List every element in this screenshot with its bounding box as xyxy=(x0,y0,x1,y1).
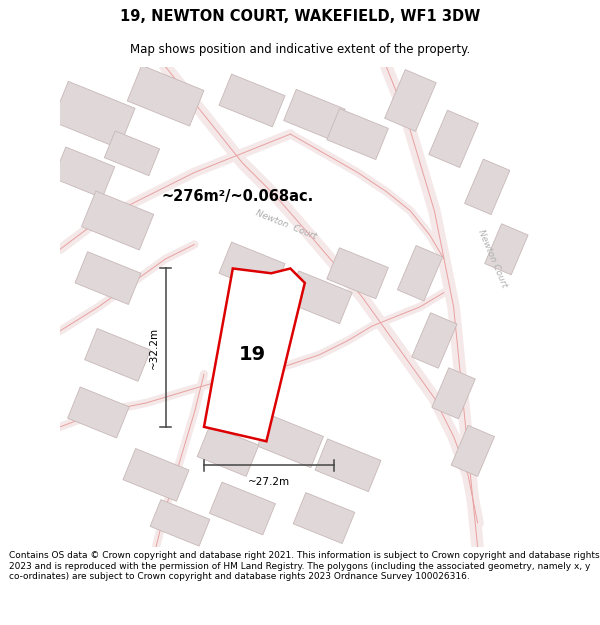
Polygon shape xyxy=(327,248,388,299)
Polygon shape xyxy=(204,269,305,441)
Text: ~27.2m: ~27.2m xyxy=(248,478,290,488)
Polygon shape xyxy=(123,449,189,501)
Polygon shape xyxy=(429,110,478,168)
Polygon shape xyxy=(451,426,494,476)
Polygon shape xyxy=(397,246,443,301)
Polygon shape xyxy=(75,252,141,304)
Polygon shape xyxy=(485,224,528,275)
Polygon shape xyxy=(52,81,135,148)
Polygon shape xyxy=(219,74,285,127)
Polygon shape xyxy=(257,415,323,468)
Polygon shape xyxy=(209,482,275,535)
Polygon shape xyxy=(293,492,355,544)
Polygon shape xyxy=(385,69,436,131)
Polygon shape xyxy=(85,329,151,381)
Polygon shape xyxy=(104,131,160,176)
Polygon shape xyxy=(432,368,475,419)
Text: Newton Court: Newton Court xyxy=(476,229,508,289)
Polygon shape xyxy=(150,499,210,546)
Polygon shape xyxy=(464,159,510,214)
Polygon shape xyxy=(127,65,204,126)
Polygon shape xyxy=(412,312,457,368)
Polygon shape xyxy=(315,439,381,492)
Polygon shape xyxy=(219,242,285,295)
Polygon shape xyxy=(327,109,388,159)
Polygon shape xyxy=(53,147,115,198)
Polygon shape xyxy=(284,89,345,141)
Polygon shape xyxy=(197,426,259,476)
Text: ~276m²/~0.068ac.: ~276m²/~0.068ac. xyxy=(161,189,314,204)
Text: ~32.2m: ~32.2m xyxy=(148,327,158,369)
Text: Newton  Court: Newton Court xyxy=(254,209,317,242)
Polygon shape xyxy=(68,387,129,438)
Polygon shape xyxy=(82,191,154,250)
Text: Contains OS data © Crown copyright and database right 2021. This information is : Contains OS data © Crown copyright and d… xyxy=(9,551,599,581)
Text: Map shows position and indicative extent of the property.: Map shows position and indicative extent… xyxy=(130,42,470,56)
Text: 19, NEWTON COURT, WAKEFIELD, WF1 3DW: 19, NEWTON COURT, WAKEFIELD, WF1 3DW xyxy=(120,9,480,24)
Polygon shape xyxy=(286,271,352,324)
Text: 19: 19 xyxy=(238,346,266,364)
